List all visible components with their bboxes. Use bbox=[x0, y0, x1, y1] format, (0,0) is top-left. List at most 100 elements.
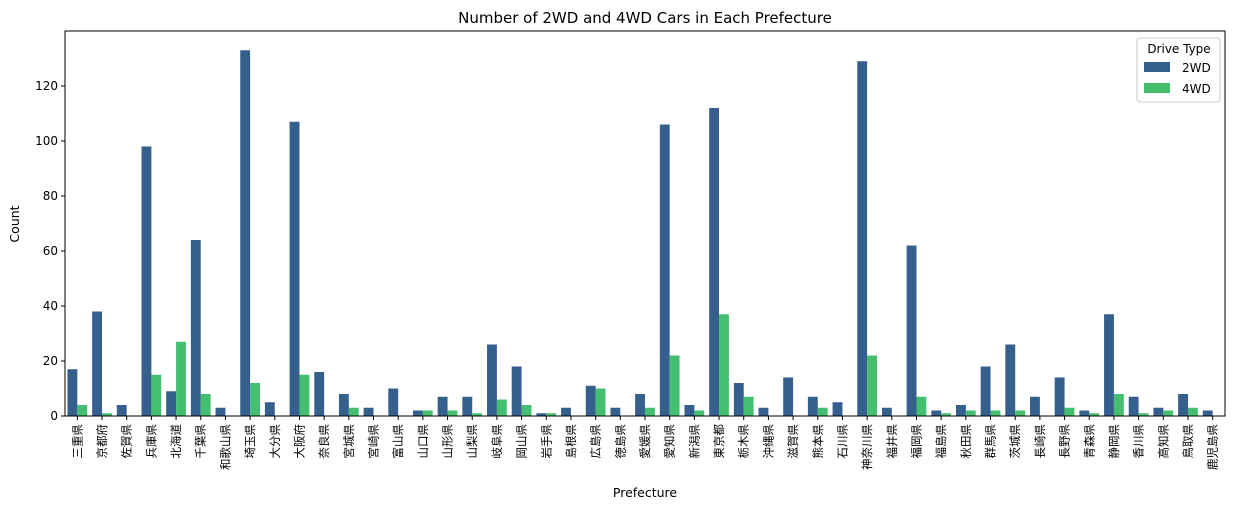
x-tick-label: 大分県 bbox=[268, 424, 282, 459]
bars-layer bbox=[67, 50, 1213, 416]
x-tick-label: 北海道 bbox=[169, 424, 183, 459]
x-tick-label: 高知県 bbox=[1156, 424, 1170, 459]
y-tick-label: 40 bbox=[43, 299, 58, 313]
x-tick-label: 佐賀県 bbox=[120, 424, 134, 459]
bar-2wd bbox=[1030, 396, 1040, 416]
x-tick-label: 島根県 bbox=[564, 424, 578, 459]
bar-2wd bbox=[857, 61, 868, 416]
x-tick-label: 福島県 bbox=[934, 424, 948, 459]
bar-4wd bbox=[1015, 410, 1026, 416]
x-tick-label: 長崎県 bbox=[1033, 424, 1047, 459]
y-tick-label: 120 bbox=[35, 79, 58, 93]
plot-frame bbox=[64, 30, 1226, 417]
bar-2wd bbox=[610, 407, 621, 416]
bar-4wd bbox=[595, 388, 606, 416]
bar-4wd bbox=[1113, 394, 1124, 416]
y-tick-label: 80 bbox=[43, 189, 58, 203]
bar-2wd bbox=[437, 396, 448, 416]
bar-2wd bbox=[758, 407, 769, 416]
bar-4wd bbox=[1187, 407, 1198, 416]
bar-2wd bbox=[289, 121, 300, 416]
legend-swatch-2wd bbox=[1144, 62, 1170, 72]
x-tick-label: 秋田県 bbox=[959, 424, 973, 459]
bar-2wd bbox=[67, 369, 78, 416]
bar-2wd bbox=[92, 311, 103, 416]
bar-2wd bbox=[980, 366, 991, 416]
bar-2wd bbox=[1005, 344, 1016, 416]
chart-title: Number of 2WD and 4WD Cars in Each Prefe… bbox=[458, 9, 832, 27]
bar-4wd bbox=[719, 314, 729, 416]
bar-4wd bbox=[472, 413, 483, 416]
bar-2wd bbox=[684, 405, 695, 416]
bar-2wd bbox=[413, 410, 423, 416]
bar-4wd bbox=[102, 413, 112, 416]
x-tick-label: 愛媛県 bbox=[638, 424, 652, 459]
bar-4wd bbox=[965, 410, 976, 416]
bar-2wd bbox=[906, 245, 917, 416]
bar-2wd bbox=[1079, 410, 1090, 416]
x-tick-label: 奈良県 bbox=[317, 424, 331, 459]
bar-2wd bbox=[190, 240, 201, 416]
bar-4wd bbox=[521, 405, 532, 416]
y-tick-label: 20 bbox=[43, 354, 58, 368]
bar-4wd bbox=[176, 341, 186, 416]
bar-4wd bbox=[743, 396, 754, 416]
x-tick-label: 兵庫県 bbox=[144, 424, 158, 459]
bar-4wd bbox=[546, 413, 557, 416]
x-tick-label: 栃木県 bbox=[737, 424, 751, 459]
bar-4wd bbox=[348, 407, 359, 416]
bar-4wd bbox=[694, 410, 705, 416]
x-tick-label: 静岡県 bbox=[1107, 424, 1121, 459]
bar-4wd bbox=[941, 413, 952, 416]
bar-4wd bbox=[817, 407, 828, 416]
bar-4wd bbox=[151, 374, 162, 416]
bar-4wd bbox=[1163, 410, 1174, 416]
x-tick-label: 富山県 bbox=[391, 424, 405, 459]
x-tick-label: 岡山県 bbox=[515, 424, 529, 459]
x-tick-label: 熊本県 bbox=[811, 424, 825, 459]
bar-2wd bbox=[141, 146, 152, 416]
bar-4wd bbox=[1138, 413, 1149, 416]
x-tick-label: 東京都 bbox=[712, 424, 726, 459]
bar-2wd bbox=[659, 124, 670, 416]
bar-2wd bbox=[1128, 396, 1139, 416]
bar-4wd bbox=[1089, 413, 1100, 416]
bar-2wd bbox=[807, 396, 818, 416]
x-tick-label: 三重県 bbox=[70, 424, 84, 459]
bar-4wd bbox=[77, 405, 88, 416]
legend-label-2wd: 2WD bbox=[1182, 61, 1211, 75]
bar-4wd bbox=[299, 374, 310, 416]
x-tick-label: 石川県 bbox=[835, 424, 849, 459]
bar-2wd bbox=[314, 372, 325, 416]
bar-2wd bbox=[1153, 407, 1164, 416]
x-tick-label: 和歌山県 bbox=[218, 424, 232, 470]
x-tick-label: 徳島県 bbox=[613, 424, 627, 459]
x-tick-label: 宮城県 bbox=[342, 424, 356, 459]
x-tick-label: 香川県 bbox=[1132, 424, 1146, 459]
bar-2wd bbox=[1202, 410, 1213, 416]
bar-4wd bbox=[422, 410, 433, 416]
x-tick-label: 岐阜県 bbox=[490, 424, 504, 459]
x-tick-label: 岩手県 bbox=[539, 424, 553, 459]
bar-2wd bbox=[363, 407, 374, 416]
x-tick-label: 宮崎県 bbox=[367, 424, 381, 459]
x-tick-label: 京都府 bbox=[95, 424, 109, 459]
bar-2wd bbox=[338, 394, 349, 416]
bar-2wd bbox=[536, 413, 547, 416]
x-tick-label: 山形県 bbox=[441, 424, 455, 459]
x-tick-label: 千葉県 bbox=[194, 424, 208, 459]
x-tick-label: 長野県 bbox=[1058, 424, 1072, 459]
x-tick-label: 大阪府 bbox=[292, 424, 306, 459]
bar-2wd bbox=[733, 383, 744, 416]
x-tick-label: 群馬県 bbox=[984, 424, 998, 459]
bar-2wd bbox=[462, 396, 473, 416]
x-tick-label: 鹿児島県 bbox=[1206, 424, 1220, 470]
bar-2wd bbox=[635, 394, 645, 416]
bar-4wd bbox=[916, 396, 927, 416]
x-tick-label: 福岡県 bbox=[909, 424, 923, 459]
x-tick-label: 山梨県 bbox=[465, 424, 479, 459]
bar-4wd bbox=[250, 383, 260, 416]
legend-title: Drive Type bbox=[1147, 42, 1210, 56]
bar-4wd bbox=[447, 410, 458, 416]
